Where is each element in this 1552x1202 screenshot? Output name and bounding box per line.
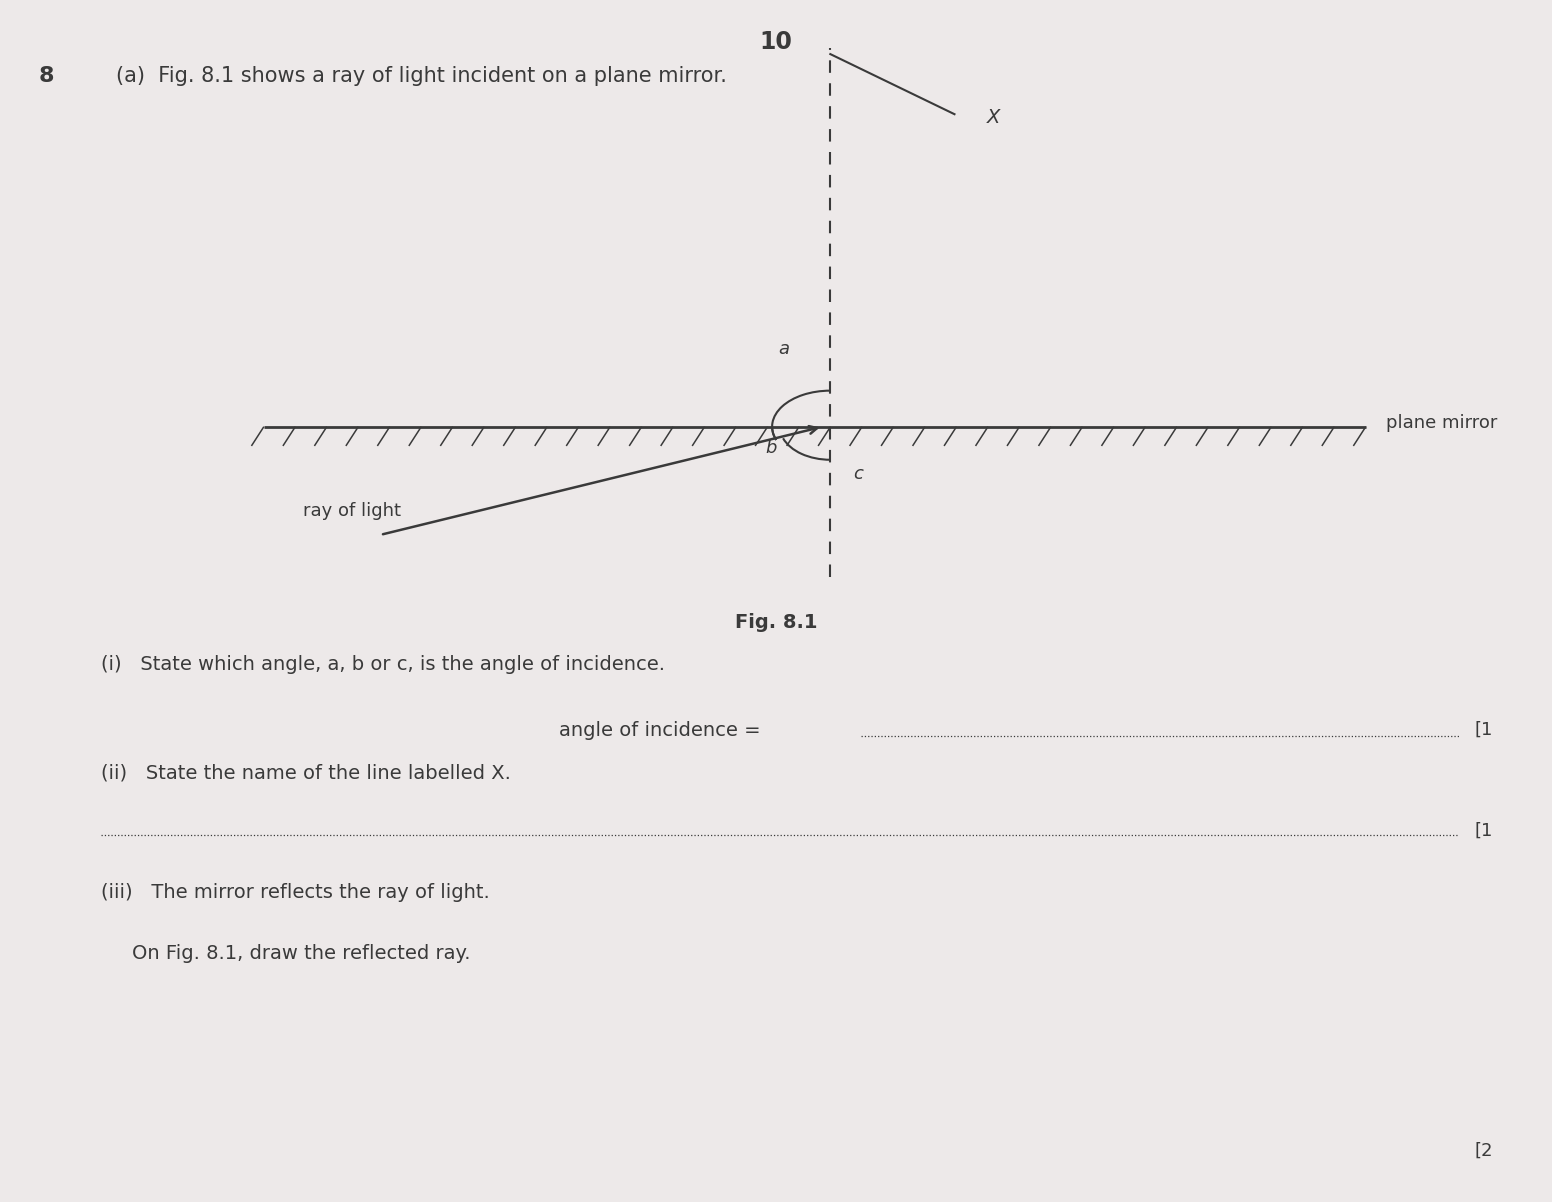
Text: [2: [2 <box>1474 1142 1493 1160</box>
Text: On Fig. 8.1, draw the reflected ray.: On Fig. 8.1, draw the reflected ray. <box>132 944 470 963</box>
Text: 8: 8 <box>39 66 54 87</box>
Text: [1: [1 <box>1474 721 1493 739</box>
Text: Fig. 8.1: Fig. 8.1 <box>734 613 818 632</box>
Text: c: c <box>854 465 863 482</box>
Text: plane mirror: plane mirror <box>1386 415 1498 432</box>
Text: (a)  Fig. 8.1 shows a ray of light incident on a plane mirror.: (a) Fig. 8.1 shows a ray of light incide… <box>116 66 728 87</box>
Text: X: X <box>987 108 1001 127</box>
Text: angle of incidence =: angle of incidence = <box>559 721 767 740</box>
Text: (ii)   State the name of the line labelled X.: (ii) State the name of the line labelled… <box>101 763 511 783</box>
Text: [1: [1 <box>1474 822 1493 840</box>
Text: a: a <box>778 340 790 357</box>
Text: 10: 10 <box>759 30 793 54</box>
Text: b: b <box>765 440 778 457</box>
Text: (i)   State which angle, a, b or c, is the angle of incidence.: (i) State which angle, a, b or c, is the… <box>101 655 664 674</box>
Text: (iii)   The mirror reflects the ray of light.: (iii) The mirror reflects the ray of lig… <box>101 883 489 903</box>
Text: ray of light: ray of light <box>303 502 400 519</box>
